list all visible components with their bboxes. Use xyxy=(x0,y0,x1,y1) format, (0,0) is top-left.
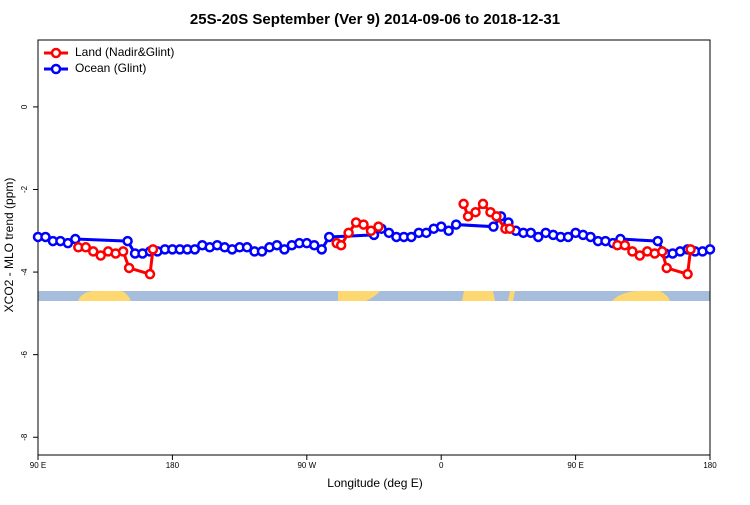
point xyxy=(316,244,327,255)
legend-marker xyxy=(50,63,62,75)
x-tick-label: 90 W xyxy=(297,461,316,470)
point xyxy=(435,221,447,232)
x-tick-label: 180 xyxy=(166,461,180,470)
chart-title: 25S-20S September (Ver 9) 2014-09-06 to … xyxy=(190,11,560,28)
x-tick-label: 180 xyxy=(703,461,717,470)
point xyxy=(406,231,417,243)
point xyxy=(652,235,663,247)
point xyxy=(147,244,159,255)
point xyxy=(271,239,283,251)
point xyxy=(123,262,135,274)
point xyxy=(279,244,290,255)
x-tick-label: 90 E xyxy=(30,461,46,470)
point xyxy=(95,250,106,261)
point xyxy=(40,231,51,243)
x-tick-label: 0 xyxy=(439,461,444,470)
point xyxy=(450,219,462,230)
legend-label: Ocean (Glint) xyxy=(75,61,146,75)
point xyxy=(656,246,668,257)
y-tick-label: 0 xyxy=(20,104,29,109)
point xyxy=(256,246,268,257)
legend-label: Land (Nadir&Glint) xyxy=(75,45,174,59)
point xyxy=(533,231,544,243)
point xyxy=(443,225,454,237)
point xyxy=(634,250,646,261)
point xyxy=(189,244,201,255)
point xyxy=(383,227,395,239)
point xyxy=(488,221,499,232)
point xyxy=(323,231,335,243)
x-tick-label: 90 E xyxy=(567,461,583,470)
y-axis-label: XCO2 - MLO trend (ppm) xyxy=(2,178,16,313)
y-tick-label: -4 xyxy=(20,268,29,276)
point xyxy=(358,219,369,230)
point xyxy=(62,237,74,249)
legend-marker xyxy=(50,47,62,59)
land-ocean-strip xyxy=(38,290,710,301)
point xyxy=(144,268,156,280)
y-tick-label: -2 xyxy=(20,185,29,193)
point xyxy=(562,231,574,243)
point xyxy=(421,227,432,239)
point xyxy=(343,227,354,239)
point xyxy=(491,211,502,222)
point xyxy=(585,231,596,243)
point xyxy=(70,233,81,245)
point xyxy=(627,246,638,257)
point xyxy=(470,206,481,218)
point xyxy=(685,244,696,255)
point xyxy=(309,239,320,251)
plot-frame xyxy=(37,39,711,456)
point xyxy=(504,223,516,234)
point xyxy=(335,239,347,251)
y-tick-label: -8 xyxy=(20,433,29,441)
point xyxy=(122,235,133,247)
point xyxy=(619,239,631,251)
point xyxy=(525,227,537,239)
point xyxy=(704,244,716,255)
point xyxy=(117,246,129,257)
point xyxy=(373,221,384,232)
point xyxy=(477,198,489,210)
point xyxy=(661,262,672,274)
point xyxy=(682,268,693,280)
point xyxy=(458,198,469,210)
point xyxy=(241,242,253,253)
point xyxy=(80,242,92,253)
y-tick-label: -6 xyxy=(20,351,29,359)
point xyxy=(365,225,377,237)
point xyxy=(462,211,474,222)
point xyxy=(88,246,99,257)
x-axis-label: Longitude (deg E) xyxy=(327,476,422,490)
